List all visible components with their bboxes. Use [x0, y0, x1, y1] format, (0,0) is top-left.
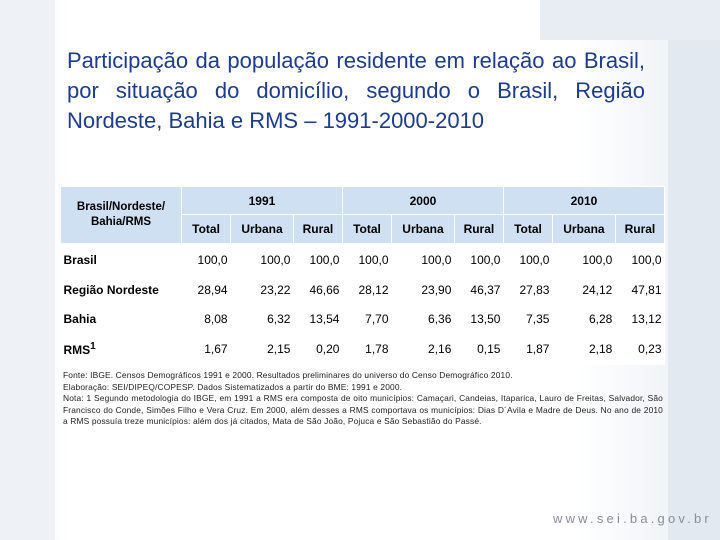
top-right-texture [540, 0, 720, 40]
table-cell: 7,70 [342, 304, 392, 333]
corner-header: Brasil/Nordeste/ Bahia/RMS [60, 186, 182, 244]
table-cell: 0,23 [615, 333, 665, 365]
table-cell: 2,16 [391, 333, 455, 365]
sub-header: Urbana [391, 214, 455, 244]
table-cell: 0,15 [454, 333, 504, 365]
footnote-line: Fonte: IBGE. Censos Demográficos 1991 e … [63, 370, 513, 380]
table-cell: 23,22 [230, 275, 294, 304]
table-cell: 100,0 [552, 243, 616, 275]
sub-header: Rural [453, 214, 504, 244]
table-cell: 28,12 [342, 275, 392, 304]
table-cell: 100,0 [293, 243, 343, 275]
table-cell: 6,36 [391, 304, 455, 333]
table-cell: 100,0 [615, 243, 665, 275]
row-label: RMS1 [60, 333, 182, 365]
sub-header: Urbana [230, 214, 294, 244]
table-cell: 100,0 [181, 243, 231, 275]
table-cell: 13,12 [615, 304, 665, 333]
row-label-text: Bahia [63, 311, 97, 326]
row-label-text: Região Nordeste [63, 282, 159, 297]
table-cell: 13,50 [454, 304, 504, 333]
sub-header: Total [180, 214, 232, 244]
table-cell: 23,90 [391, 275, 455, 304]
table-cell: 2,18 [552, 333, 616, 365]
sub-header: Rural [614, 214, 666, 244]
table-cell: 47,81 [615, 275, 665, 304]
table-cell: 100,0 [391, 243, 455, 275]
sub-header: Total [341, 214, 393, 244]
table-cell: 7,35 [503, 304, 553, 333]
footnote-line: Elaboração: SEI/DIPEQ/COPESP. Dados Sist… [63, 381, 403, 392]
table-cell: 8,08 [181, 304, 231, 333]
row-label: Região Nordeste [60, 275, 182, 304]
footnotes: Fonte: IBGE. Censos Demográficos 1991 e … [63, 370, 663, 428]
table-cell: 2,15 [230, 333, 294, 365]
table-cell: 0,20 [293, 333, 343, 365]
sub-header: Rural [292, 214, 343, 244]
right-band [668, 0, 720, 540]
table-row: RMS1 1,67 2,15 0,20 1,78 2,16 0,15 1,87 2,18 0,23 [60, 333, 665, 365]
sub-header: Total [502, 214, 553, 244]
table-cell: 1,87 [503, 333, 553, 365]
table-cell: 46,37 [454, 275, 504, 304]
table-cell: 24,12 [552, 275, 616, 304]
table-row: Região Nordeste 28,94 23,22 46,66 28,12 23,90… [60, 275, 665, 304]
table-cell: 6,32 [230, 304, 294, 333]
table-cell: 27,83 [503, 275, 553, 304]
row-label-text: RMS [63, 343, 91, 357]
row-label-superscript: 1 [90, 341, 96, 352]
table-cell: 6,28 [552, 304, 616, 333]
year-header: 2000 [341, 186, 504, 215]
table-cell: 28,94 [181, 275, 231, 304]
year-header: 2010 [502, 186, 666, 215]
slide-title: Participação da população residente em r… [67, 48, 645, 133]
row-label: Brasil [60, 243, 182, 275]
table-cell: 46,66 [293, 275, 343, 304]
table-cell: 100,0 [230, 243, 294, 275]
year-header: 1991 [181, 186, 343, 215]
table-cell: 13,54 [293, 304, 343, 333]
table-row: Bahia 8,08 6,32 13,54 7,70 6,36 13,50 7,35 6,28 1… [60, 304, 665, 333]
sub-header: Urbana [551, 214, 616, 244]
footnote-line: Nota: 1 Segundo metodologia do IBGE, em … [63, 393, 663, 426]
table-cell: 1,67 [181, 333, 231, 365]
table-cell: 100,0 [503, 243, 553, 275]
row-label: Bahia [60, 304, 182, 333]
data-table: Brasil/Nordeste/ Bahia/RMS 1991 2000 2010 … [60, 186, 666, 365]
table-cell: 1,78 [342, 333, 392, 365]
table-cell: 100,0 [454, 243, 504, 275]
table-cell: 100,0 [342, 243, 392, 275]
row-label-text: Brasil [63, 252, 97, 267]
left-band [0, 0, 55, 540]
table-row: Brasil 100,0 100,0 100,0 100,0 100,0 100,0 100,… [60, 243, 665, 275]
footer-url: www.sei.ba.gov.br [553, 511, 712, 526]
